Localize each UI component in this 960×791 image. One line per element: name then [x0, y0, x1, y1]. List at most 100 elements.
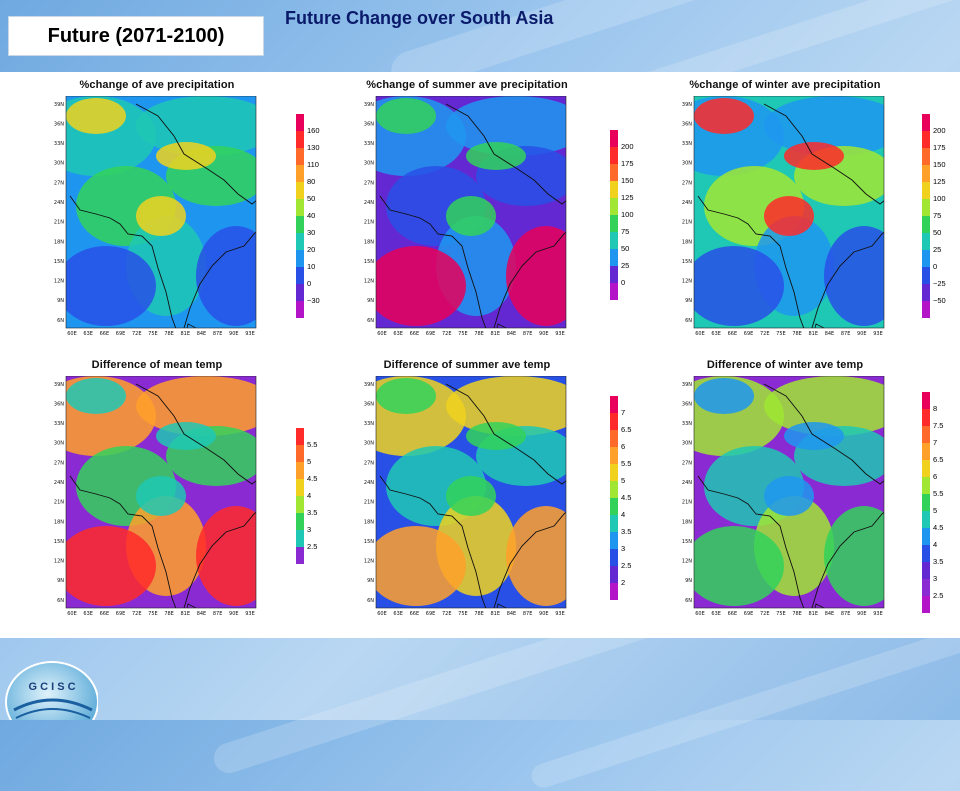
map-plot: 39N 36N 33N 30N 27N 24N 21N 18N 15N 12N 9N 6N 60E 63E…: [682, 96, 885, 337]
lat-tick-label: 39N: [364, 102, 374, 108]
lon-tick-label: 81E: [181, 611, 191, 617]
lon-tick-label: 66E: [100, 331, 110, 337]
lon-tick-label: 66E: [410, 611, 420, 617]
lat-tick-label: 24N: [364, 480, 374, 486]
lon-tick-label: 63E: [83, 331, 93, 337]
colorbar-label: 4: [933, 540, 938, 549]
colorbar-swatch: [296, 301, 304, 318]
lon-tick-label: 66E: [100, 611, 110, 617]
lon-tick-label: 87E: [841, 331, 851, 337]
colorbar-label: 0: [933, 262, 938, 271]
lon-tick-label: 66E: [728, 611, 738, 617]
lon-tick-label: 93E: [245, 331, 255, 337]
lat-tick-label: 36N: [364, 401, 374, 407]
lon-tick-label: 93E: [873, 611, 883, 617]
colorbar-swatch: [610, 583, 618, 600]
lon-tick-label: 93E: [555, 611, 565, 617]
lon-tick-label: 78E: [164, 331, 174, 337]
lat-tick-label: 18N: [682, 239, 692, 245]
lon-tick-label: 69E: [744, 611, 754, 617]
colorbar-swatch: [922, 545, 930, 562]
lat-tick-label: 30N: [364, 161, 374, 167]
colorbar-swatch: [610, 498, 618, 515]
lat-tick-label: 36N: [682, 401, 692, 407]
colorbar-label: 130: [307, 143, 320, 152]
lat-tick-label: 18N: [54, 519, 64, 525]
colorbar-label: 5.5: [933, 489, 944, 498]
logo-lettering: G C I S C: [28, 681, 75, 693]
map-panel-winter-temp: Difference of winter ave temp 39N 36N 33N 3…: [680, 359, 890, 622]
map-panel-mean-temp: Difference of mean temp 39N 36N 33N 30N 27N 2…: [52, 359, 262, 622]
lat-tick-label: 15N: [54, 259, 64, 265]
lat-tick-label: 6N: [367, 318, 374, 324]
colorbar-swatch: [922, 233, 930, 250]
lat-tick-label: 15N: [364, 259, 374, 265]
map-plot: 39N 36N 33N 30N 27N 24N 21N 18N 15N 12N 9N 6N 60E 63E…: [682, 376, 885, 617]
colorbar-swatch: [922, 579, 930, 596]
colorbar-label: 2.5: [933, 591, 944, 600]
lat-tick-label: 36N: [54, 121, 64, 127]
lat-tick-label: 15N: [682, 539, 692, 545]
lat-tick-label: 21N: [54, 500, 64, 506]
lon-tick-label: 81E: [181, 331, 191, 337]
colorbar-swatch: [296, 530, 304, 547]
lon-tick-label: 60E: [377, 611, 387, 617]
lat-tick-label: 18N: [364, 239, 374, 245]
lat-tick-label: 21N: [364, 220, 374, 226]
colorbar-swatch: [296, 284, 304, 301]
colorbar-label: 20: [307, 245, 316, 254]
lon-tick-label: 60E: [695, 611, 705, 617]
map-plot: 39N 36N 33N 30N 27N 24N 21N 18N 15N 12N 9N 6N 60E 63E…: [364, 96, 567, 337]
colorbar-label: 4: [307, 491, 312, 500]
lon-tick-label: 63E: [711, 331, 721, 337]
lat-tick-label: 9N: [685, 298, 692, 304]
colorbar-swatch: [922, 301, 930, 318]
colorbar-label: 50: [621, 244, 630, 253]
lat-tick-label: 9N: [367, 298, 374, 304]
colorbar-swatch: [922, 511, 930, 528]
lat-tick-label: 39N: [682, 102, 692, 108]
lon-tick-label: 81E: [491, 611, 501, 617]
colorbar-swatch: [610, 249, 618, 266]
colorbar-label: 6: [621, 442, 626, 451]
colorbar-label: −50: [933, 296, 946, 305]
colorbar-swatch: [296, 114, 304, 131]
lon-tick-label: 66E: [728, 331, 738, 337]
colorbar-swatch: [296, 479, 304, 496]
lat-tick-label: 12N: [364, 279, 374, 285]
lat-tick-label: 6N: [685, 598, 692, 604]
colorbar-label: 0: [307, 279, 312, 288]
colorbar-swatch: [610, 515, 618, 532]
lat-tick-label: 24N: [54, 480, 64, 486]
lon-tick-label: 81E: [491, 331, 501, 337]
lon-tick-label: 60E: [377, 331, 387, 337]
colorbar-swatch: [610, 413, 618, 430]
colorbar-label: 5.5: [621, 459, 632, 468]
colorbar-swatch: [296, 233, 304, 250]
colorbar-swatch: [922, 182, 930, 199]
colorbar-label: 3.5: [933, 557, 944, 566]
lon-tick-label: 93E: [245, 611, 255, 617]
colorbar-swatch: [922, 426, 930, 443]
lon-tick-label: 63E: [393, 331, 403, 337]
lon-tick-label: 84E: [825, 611, 835, 617]
colorbar-swatch: [296, 148, 304, 165]
colorbar-label: 200: [933, 126, 946, 135]
lat-tick-label: 27N: [364, 180, 374, 186]
lon-tick-label: 69E: [116, 611, 126, 617]
lat-tick-label: 36N: [54, 401, 64, 407]
lat-tick-label: 33N: [682, 141, 692, 147]
colorbar-label: −25: [933, 279, 946, 288]
lon-tick-label: 63E: [393, 611, 403, 617]
lon-tick-label: 84E: [825, 331, 835, 337]
lat-tick-label: 12N: [54, 279, 64, 285]
colorbar-label: 3: [933, 574, 938, 583]
colorbar-label: 4.5: [621, 493, 632, 502]
lon-tick-label: 81E: [809, 331, 819, 337]
colorbar-swatch: [296, 547, 304, 564]
lat-tick-label: 36N: [682, 121, 692, 127]
colorbar-swatch: [610, 164, 618, 181]
colorbar-label: 150: [621, 176, 634, 185]
colorbar-label: 3.5: [621, 527, 632, 536]
lat-tick-label: 33N: [682, 421, 692, 427]
